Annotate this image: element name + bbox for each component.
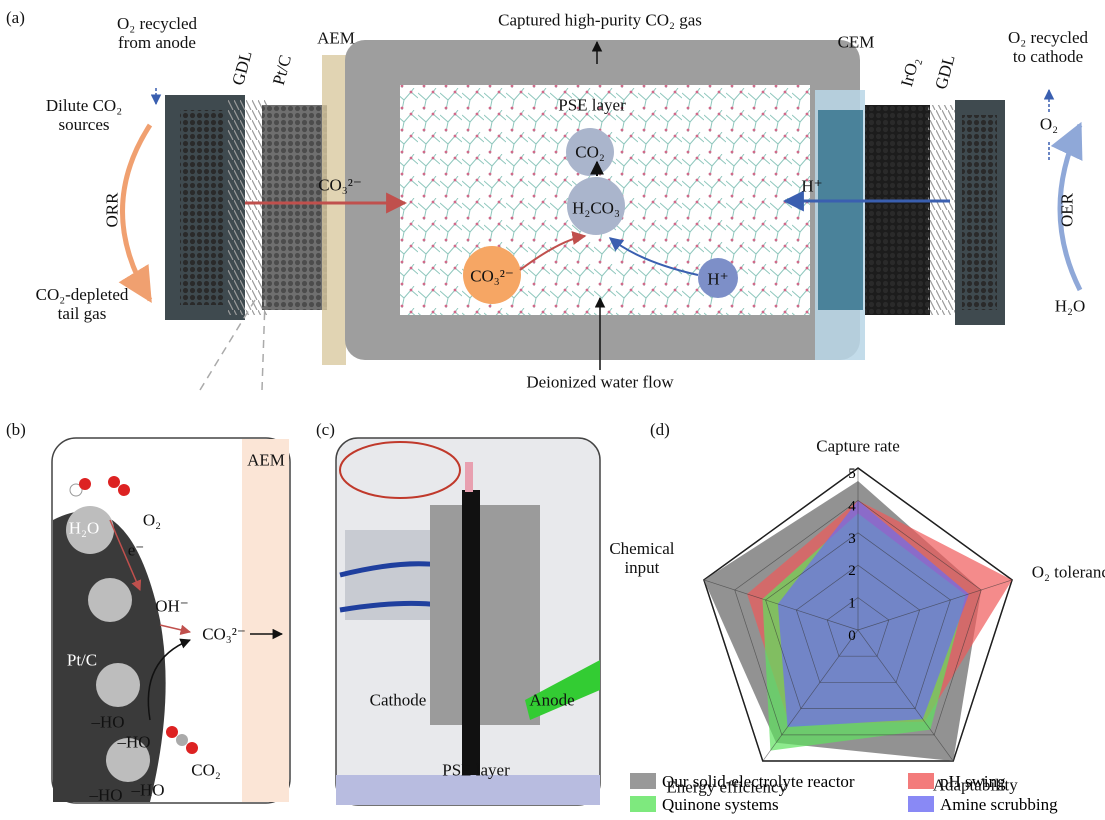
axis-label: Capture rate	[816, 437, 900, 456]
panel-label: (d)	[650, 420, 670, 439]
anode-label: Anode	[529, 691, 574, 710]
proton-flux-label: H⁺	[801, 177, 822, 196]
label-line: sources	[46, 115, 122, 134]
label-line: tail gas	[36, 304, 129, 323]
carbonate-label: CO₃²⁻	[202, 625, 246, 644]
legend-swatch	[908, 796, 934, 812]
axis-label: Adaptability	[933, 776, 1018, 795]
label-line: to cathode	[1008, 47, 1088, 66]
label-line: from anode	[117, 33, 197, 52]
aem-label: AEM	[247, 451, 285, 470]
ho-label: –HO	[89, 786, 122, 805]
pt-site	[88, 578, 132, 622]
legend-swatch	[908, 773, 934, 789]
pse-layer-plate	[462, 490, 480, 800]
ho-label: –HO	[91, 713, 124, 732]
aem-label: AEM	[317, 29, 355, 48]
tick-label: 3	[848, 531, 856, 547]
h2o-label: H₂O	[69, 519, 99, 538]
proton-label: H⁺	[707, 270, 728, 289]
oer-label: OER	[1058, 193, 1077, 227]
aem-membrane	[322, 55, 346, 365]
co2-label: CO₂	[575, 143, 605, 162]
ho-label: –HO	[131, 781, 164, 800]
left-flow-field	[180, 110, 225, 305]
label-line: Dilute CO₂	[46, 96, 122, 115]
atom	[118, 484, 130, 496]
tick-label: 1	[848, 596, 856, 612]
end-plate	[430, 505, 540, 725]
cathode-label: Cathode	[370, 691, 427, 710]
right-gdl	[928, 105, 958, 315]
figure: 012345Our solid-electrolyte reactorQuino…	[0, 0, 1105, 820]
orr-arrow	[123, 125, 151, 300]
co2-label: CO₂	[191, 761, 221, 780]
base	[336, 775, 600, 805]
ptc-label: Pt/C	[67, 651, 97, 670]
electron-label: e⁻	[128, 541, 145, 560]
o2-source-label: O₂ recycledfrom anode	[117, 14, 197, 52]
pse-label: PSE layer	[442, 761, 510, 780]
panel-label: (a)	[6, 8, 25, 27]
water-label: Deionized water flow	[526, 373, 673, 392]
label-line: O₂ recycled	[1008, 28, 1088, 47]
pse-label: PSE layer	[558, 96, 626, 115]
label-line: CO₂-depleted	[36, 285, 129, 304]
atom	[176, 734, 188, 746]
right-flow-field	[962, 115, 997, 310]
panel-label: (c)	[316, 420, 335, 439]
carbonate-flux-label: CO₃²⁻	[318, 176, 362, 195]
orr-label: ORR	[103, 193, 122, 228]
legend-swatch	[630, 773, 656, 789]
ho-label: –HO	[117, 733, 150, 752]
legend-label: Amine scrubbing	[940, 795, 1058, 814]
right-ionomer	[818, 110, 863, 310]
tick-label: 5	[848, 466, 856, 482]
axis-label: Energy efficiency	[666, 778, 787, 797]
axis-label: O₂ tolerance	[1032, 562, 1105, 581]
carbonate-label: CO₃²⁻	[470, 267, 514, 286]
panel-label: (b)	[6, 420, 26, 439]
interface-zoom	[52, 438, 290, 803]
outlet	[465, 462, 473, 492]
device-photo	[336, 438, 600, 805]
tick-label: 4	[848, 498, 856, 514]
atom	[166, 726, 178, 738]
atom	[108, 476, 120, 488]
h2co3-label: H₂CO₃	[572, 199, 620, 218]
label-line: O₂ recycled	[117, 14, 197, 33]
atom	[79, 478, 91, 490]
product-label: Captured high-purity CO₂ gas	[498, 11, 702, 30]
aem-strip	[242, 439, 289, 802]
o2-label: O₂	[1040, 115, 1058, 134]
atom	[186, 742, 198, 754]
cem-label: CEM	[838, 33, 875, 52]
pt-site	[96, 663, 140, 707]
o2-label: O₂	[143, 511, 161, 530]
left-catalyst-texture	[262, 105, 327, 310]
legend-swatch	[630, 796, 656, 812]
legend-label: Quinone systems	[662, 795, 779, 814]
hydroxide-label: OH⁻	[155, 597, 189, 616]
axis-label: Chemical input	[597, 539, 687, 577]
right-catalyst-texture	[865, 105, 930, 315]
h2o-label: H₂O	[1055, 297, 1085, 316]
tick-label: 2	[848, 563, 856, 579]
